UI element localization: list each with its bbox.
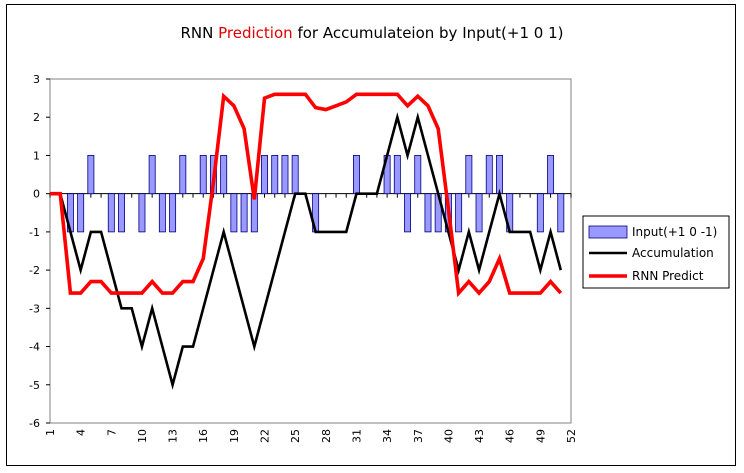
title-part-3: for Accumulateion by Input(+1 0 1) (293, 24, 564, 42)
input-bar (261, 155, 268, 195)
legend-swatch-bar (588, 225, 628, 239)
input-bar (169, 193, 177, 233)
input-bar (87, 155, 95, 195)
x-tick-label: 13 (167, 429, 180, 443)
series-lines (50, 92, 563, 390)
x-tick-label: 16 (197, 429, 210, 443)
legend-label: Input(+1 0 -1) (632, 225, 717, 239)
legend: Input(+1 0 -1) Accumulation RNN Predict (582, 215, 730, 289)
y-tick-label: 0 (33, 188, 40, 201)
input-bar (271, 155, 279, 195)
input-bar (393, 155, 401, 195)
rnn-predict-line (50, 92, 563, 298)
legend-label: Accumulation (632, 246, 714, 260)
input-bar (77, 193, 85, 233)
input-bar (291, 155, 299, 195)
x-tick-label: 34 (381, 429, 394, 443)
y-tick-label: -1 (29, 226, 40, 239)
input-bar (496, 155, 503, 195)
x-tick-label: 40 (442, 429, 455, 443)
input-bar (158, 193, 166, 233)
x-tick-label: 52 (565, 429, 578, 443)
x-tick-label: 49 (534, 429, 547, 443)
input-bar (536, 193, 544, 233)
chart-frame: RNN Prediction for Accumulateion by Inpu… (6, 4, 736, 466)
y-tick-label: 2 (33, 111, 40, 124)
title-part-2: Prediction (218, 24, 293, 42)
legend-label: RNN Predict (632, 269, 704, 283)
input-bar (118, 193, 125, 233)
x-tick-label: 10 (136, 429, 149, 443)
input-bar (485, 155, 493, 195)
y-tick-label: -4 (29, 341, 40, 354)
y-tick-label: -6 (29, 417, 40, 430)
input-bar (465, 155, 473, 195)
y-tick-label: 3 (33, 73, 40, 86)
x-tick-label: 1 (44, 429, 57, 436)
x-tick-label: 43 (473, 429, 486, 443)
x-tick-label: 31 (350, 429, 363, 443)
input-bar (240, 193, 248, 233)
input-bar (353, 155, 360, 195)
x-tick-label: 19 (228, 429, 241, 443)
input-bars (66, 155, 565, 233)
y-tick-label: 1 (33, 149, 40, 162)
y-tick-label: -2 (29, 264, 40, 277)
x-tick-label: 28 (320, 429, 333, 443)
x-tick-label: 46 (504, 429, 517, 443)
y-axis: 3 2 1 0 -1 -2 -3 -4 -5 -6 (29, 73, 50, 430)
input-bar (414, 155, 422, 195)
y-tick-label: -5 (29, 379, 40, 392)
input-bar (199, 155, 207, 195)
plot-area (49, 78, 572, 424)
chart-svg: RNN Prediction for Accumulateion by Inpu… (29, 24, 730, 443)
input-bar (281, 155, 289, 195)
input-bar (424, 193, 432, 233)
title-part-1: RNN (181, 24, 219, 42)
accumulation-line (50, 112, 563, 390)
x-tick-label: 7 (105, 429, 118, 436)
x-tick-label: 22 (259, 429, 272, 443)
input-bar (547, 155, 555, 195)
chart-title: RNN Prediction for Accumulateion by Inpu… (181, 24, 564, 42)
x-tick-label: 37 (412, 429, 425, 443)
input-bar (557, 193, 565, 233)
input-bar (230, 193, 238, 233)
input-bar (475, 193, 483, 233)
x-tick-label: 25 (289, 429, 302, 443)
y-tick-label: -3 (29, 302, 40, 315)
input-bar (220, 155, 228, 195)
input-bar (404, 193, 412, 233)
input-bar (138, 193, 146, 233)
x-tick-label: 4 (75, 429, 88, 436)
input-bar (148, 155, 156, 195)
input-bar (107, 193, 115, 233)
input-bar (179, 155, 187, 195)
input-bar (455, 193, 463, 233)
